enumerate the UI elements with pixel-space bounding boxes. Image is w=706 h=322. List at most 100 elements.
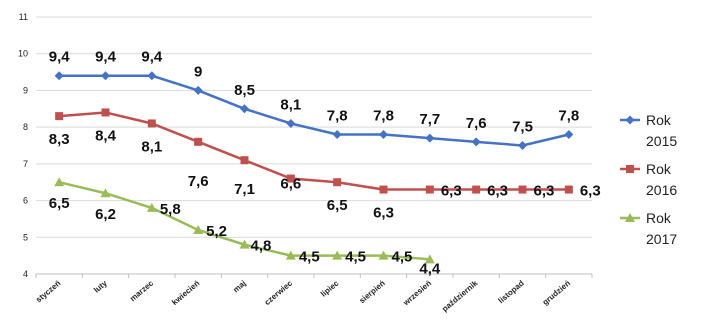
data-label-rok-2015: 7,7	[419, 111, 440, 128]
data-label-rok-2015: 9	[194, 63, 202, 80]
data-point-rok-2016	[194, 137, 203, 146]
data-label-rok-2016: 8,1	[141, 138, 162, 155]
legend-marker-rok-2017	[625, 213, 635, 222]
data-label-rok-2017: 4,5	[345, 249, 366, 266]
data-label-rok-2015: 9,4	[95, 49, 117, 66]
x-tick-label: luty	[92, 278, 109, 294]
y-tick-label: 8	[23, 122, 28, 132]
data-point-rok-2015	[332, 129, 342, 139]
data-point-rok-2017	[193, 224, 204, 234]
data-label-rok-2015: 9,4	[49, 49, 71, 66]
data-point-rok-2016	[286, 174, 295, 183]
data-point-rok-2017	[239, 239, 250, 249]
x-tick-label: lipiec	[319, 278, 341, 298]
y-tick-label: 7	[23, 159, 28, 169]
legend-label-rok-2015: Rok	[646, 112, 672, 128]
data-label-rok-2015: 7,5	[512, 119, 533, 136]
data-label-rok-2015: 7,8	[373, 107, 394, 124]
data-label-rok-2017: 4,5	[299, 249, 320, 266]
x-tick-label: sierpień	[357, 279, 386, 306]
x-tick-label: październik	[440, 278, 480, 313]
data-label-rok-2015: 7,6	[466, 115, 487, 132]
data-point-rok-2015	[471, 137, 481, 147]
legend-label-rok-2017: 2017	[646, 231, 677, 247]
data-label-rok-2016: 6,5	[327, 197, 348, 214]
data-label-rok-2015: 9,4	[141, 49, 163, 66]
data-point-rok-2017	[100, 188, 111, 198]
data-label-rok-2016: 6,3	[580, 183, 601, 200]
series-line-rok-2015	[59, 74, 570, 147]
data-label-rok-2016: 8,4	[95, 127, 117, 144]
data-point-rok-2015	[54, 71, 64, 81]
legend-marker-rok-2015	[625, 115, 635, 125]
data-point-rok-2016	[472, 185, 481, 194]
data-label-rok-2016: 6,3	[373, 205, 394, 222]
data-point-rok-2017	[54, 177, 65, 187]
data-label-rok-2015: 7,8	[558, 107, 579, 124]
legend-marker-rok-2016	[626, 165, 634, 173]
data-label-rok-2017: 4,4	[419, 260, 441, 277]
data-point-rok-2016	[333, 178, 342, 187]
data-label-rok-2017: 5,2	[206, 223, 227, 240]
data-point-rok-2016	[147, 119, 156, 128]
data-label-rok-2016: 6,6	[280, 176, 301, 193]
data-label-rok-2016: 7,6	[188, 173, 209, 190]
y-tick-label: 9	[23, 85, 28, 95]
data-label-rok-2017: 4,8	[251, 238, 272, 255]
data-label-rok-2017: 6,5	[49, 195, 70, 212]
data-point-rok-2016	[425, 185, 434, 194]
data-point-rok-2015	[147, 71, 157, 81]
data-point-rok-2015	[518, 141, 527, 150]
data-point-rok-2016	[101, 108, 110, 117]
x-tick-label: listopad	[497, 279, 526, 306]
data-point-rok-2016	[518, 185, 527, 194]
series-group	[54, 71, 574, 264]
x-tick-label: grudzień	[541, 279, 572, 307]
legend: Rok 2015 Rok 2016 Rok 2017	[620, 112, 677, 247]
data-label-rok-2016: 6,3	[487, 183, 508, 200]
data-point-rok-2015	[379, 129, 388, 139]
data-labels: 9,4 9,4 9,4 9 8,5 8,1 7,8 7,8 7,7 7,6 7,5 7,8 8,3 8,4…	[49, 49, 601, 278]
y-tick-label: 4	[23, 269, 28, 279]
legend-label-rok-2016: Rok	[646, 161, 672, 177]
legend-label-rok-2015: 2015	[646, 133, 677, 149]
data-label-rok-2017: 4,5	[392, 249, 413, 266]
data-point-rok-2016	[55, 112, 64, 121]
y-tick-label: 5	[23, 232, 28, 242]
data-point-rok-2017	[285, 250, 296, 260]
legend-label-rok-2016: 2016	[646, 182, 677, 198]
data-point-rok-2016	[379, 185, 388, 194]
data-label-rok-2016: 7,1	[234, 181, 255, 198]
data-label-rok-2017: 6,2	[95, 206, 116, 223]
series-line-rok-2016	[59, 111, 569, 191]
data-point-rok-2015	[425, 133, 435, 143]
data-point-rok-2017	[146, 202, 157, 212]
data-label-rok-2016: 8,3	[49, 131, 70, 148]
x-tick-label: kwiecień	[170, 279, 201, 307]
x-tick-label: czerwiec	[263, 278, 295, 307]
data-point-rok-2017	[424, 254, 435, 264]
data-label-rok-2015: 7,8	[327, 107, 348, 124]
data-label-rok-2016: 6,3	[441, 183, 462, 200]
y-tick-label: 6	[23, 196, 28, 206]
data-point-rok-2017	[378, 250, 389, 260]
x-tick-label: styczeń	[34, 279, 62, 305]
data-label-rok-2015: 8,5	[234, 82, 255, 99]
data-point-rok-2015	[286, 118, 296, 128]
x-tick-label: maj	[231, 279, 247, 295]
data-label-rok-2017: 5,8	[160, 201, 181, 218]
data-label-rok-2015: 8,1	[280, 96, 301, 113]
y-tick-label: 11	[19, 12, 28, 22]
data-point-rok-2015	[564, 129, 574, 139]
data-point-rok-2016	[564, 185, 573, 194]
x-tick-label: wrzesień	[401, 279, 434, 308]
y-tick-label: 10	[18, 49, 28, 59]
data-point-rok-2015	[193, 85, 203, 95]
data-label-rok-2016: 6,3	[534, 183, 555, 200]
data-point-rok-2015	[240, 104, 249, 114]
data-point-rok-2017	[332, 250, 343, 260]
legend-label-rok-2017: Rok	[646, 210, 672, 226]
data-point-rok-2015	[101, 71, 110, 81]
data-point-rok-2016	[240, 156, 249, 165]
